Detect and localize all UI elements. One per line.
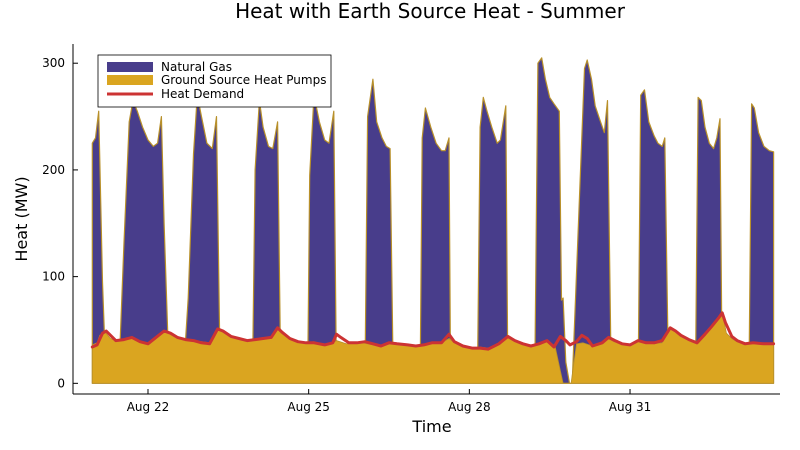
natural-gas-area-layer (91, 57, 775, 384)
axes: 0 100 200 300 Aug 22 Aug 25 Aug 28 Aug 31 (42, 44, 780, 414)
x-tick-label: Aug 22 (127, 400, 170, 414)
chart-title: Heat with Earth Source Heat - Summer (235, 0, 626, 23)
y-axis-title: Heat (MW) (12, 176, 31, 261)
x-ticks: Aug 22 Aug 25 Aug 28 Aug 31 (127, 389, 652, 414)
legend-label-ground-source: Ground Source Heat Pumps (161, 73, 326, 87)
legend-swatch-natural-gas (107, 62, 153, 72)
heat-demand-line (90, 311, 776, 351)
legend-swatch-ground-source (107, 75, 153, 85)
y-tick-label: 200 (42, 163, 65, 177)
natural-gas-area (91, 57, 775, 384)
legend-label-natural-gas: Natural Gas (161, 60, 232, 74)
y-tick-label: 300 (42, 56, 65, 70)
x-axis-title: Time (411, 417, 451, 436)
y-tick-label: 100 (42, 270, 65, 284)
heat-demand-line-layer (90, 311, 776, 351)
x-tick-label: Aug 28 (448, 400, 491, 414)
x-tick-label: Aug 31 (609, 400, 652, 414)
y-ticks: 0 100 200 300 (42, 56, 78, 390)
y-tick-label: 0 (57, 376, 65, 390)
legend: Natural Gas Ground Source Heat Pumps Hea… (97, 54, 332, 108)
legend-label-heat-demand: Heat Demand (161, 87, 244, 101)
plot-area (90, 57, 776, 384)
x-tick-label: Aug 25 (287, 400, 330, 414)
